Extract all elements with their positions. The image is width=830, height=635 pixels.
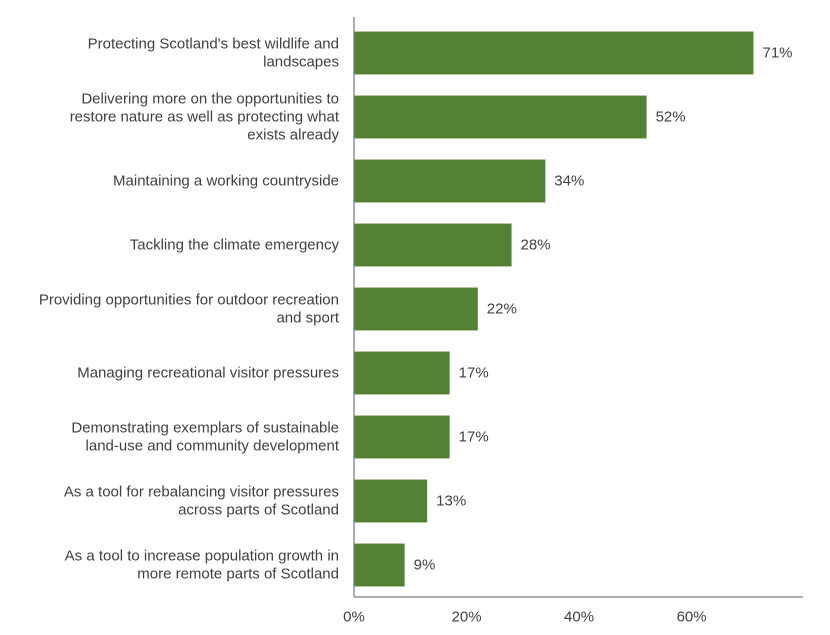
x-tick-label-2: 40% (564, 609, 594, 626)
value-label-7: 13% (436, 493, 466, 510)
category-label-line: land-use and community development (86, 438, 340, 455)
value-label-5: 17% (459, 365, 489, 382)
category-label-5: Managing recreational visitor pressures (77, 365, 339, 382)
category-label-2: Maintaining a working countryside (113, 173, 339, 190)
bar-1 (354, 95, 647, 139)
category-label-line: restore nature as well as protecting wha… (70, 109, 340, 126)
value-labels-group: 71% 52% 34% 28% 22% 17% 17% 13% 9% (414, 45, 793, 574)
category-label-line: across parts of Scotland (178, 502, 339, 519)
category-label-line: landscapes (263, 54, 339, 71)
value-label-0: 71% (762, 45, 792, 62)
category-label-1: Delivering more on the opportunities to r… (70, 91, 340, 144)
bar-7 (354, 479, 428, 523)
category-label-0: Protecting Scotland's best wildlife and l… (88, 36, 339, 71)
bar-2 (354, 159, 546, 203)
category-label-line: As a tool for rebalancing visitor pressu… (64, 484, 339, 501)
category-label-7: As a tool for rebalancing visitor pressu… (64, 484, 339, 519)
bar-8 (354, 543, 405, 587)
bar-6 (354, 415, 450, 459)
category-label-4: Providing opportunities for outdoor recr… (39, 292, 340, 327)
value-label-2: 34% (554, 173, 584, 190)
category-label-line: and sport (276, 310, 339, 327)
category-label-line: Protecting Scotland's best wildlife and (88, 36, 339, 53)
category-label-line: Tackling the climate emergency (130, 237, 340, 254)
x-tick-label-3: 60% (677, 609, 707, 626)
category-label-3: Tackling the climate emergency (130, 237, 340, 254)
category-label-8: As a tool to increase population growth … (65, 548, 339, 583)
bar-3 (354, 223, 512, 267)
value-label-1: 52% (656, 109, 686, 126)
bar-5 (354, 351, 450, 395)
category-label-line: Managing recreational visitor pressures (77, 365, 339, 382)
x-tick-label-0: 0% (343, 609, 365, 626)
value-label-4: 22% (487, 301, 517, 318)
bar-0 (354, 31, 754, 75)
category-label-line: exists already (247, 127, 339, 144)
category-label-line: Maintaining a working countryside (113, 173, 339, 190)
value-label-6: 17% (459, 429, 489, 446)
axes-group (353, 17, 803, 598)
x-tick-labels-group: 0% 20% 40% 60% (343, 609, 706, 626)
bar-4 (354, 287, 478, 331)
x-tick-label-1: 20% (452, 609, 482, 626)
category-label-line: Delivering more on the opportunities to (81, 91, 339, 108)
category-label-line: Demonstrating exemplars of sustainable (71, 420, 339, 437)
category-label-line: more remote parts of Scotland (137, 566, 339, 583)
category-labels-group: Protecting Scotland's best wildlife and l… (39, 36, 340, 583)
category-label-6: Demonstrating exemplars of sustainable la… (71, 420, 339, 455)
category-label-line: As a tool to increase population growth … (65, 548, 339, 565)
value-label-8: 9% (414, 557, 436, 574)
value-label-3: 28% (521, 237, 551, 254)
bars-group (354, 31, 754, 587)
category-label-line: Providing opportunities for outdoor recr… (39, 292, 339, 309)
